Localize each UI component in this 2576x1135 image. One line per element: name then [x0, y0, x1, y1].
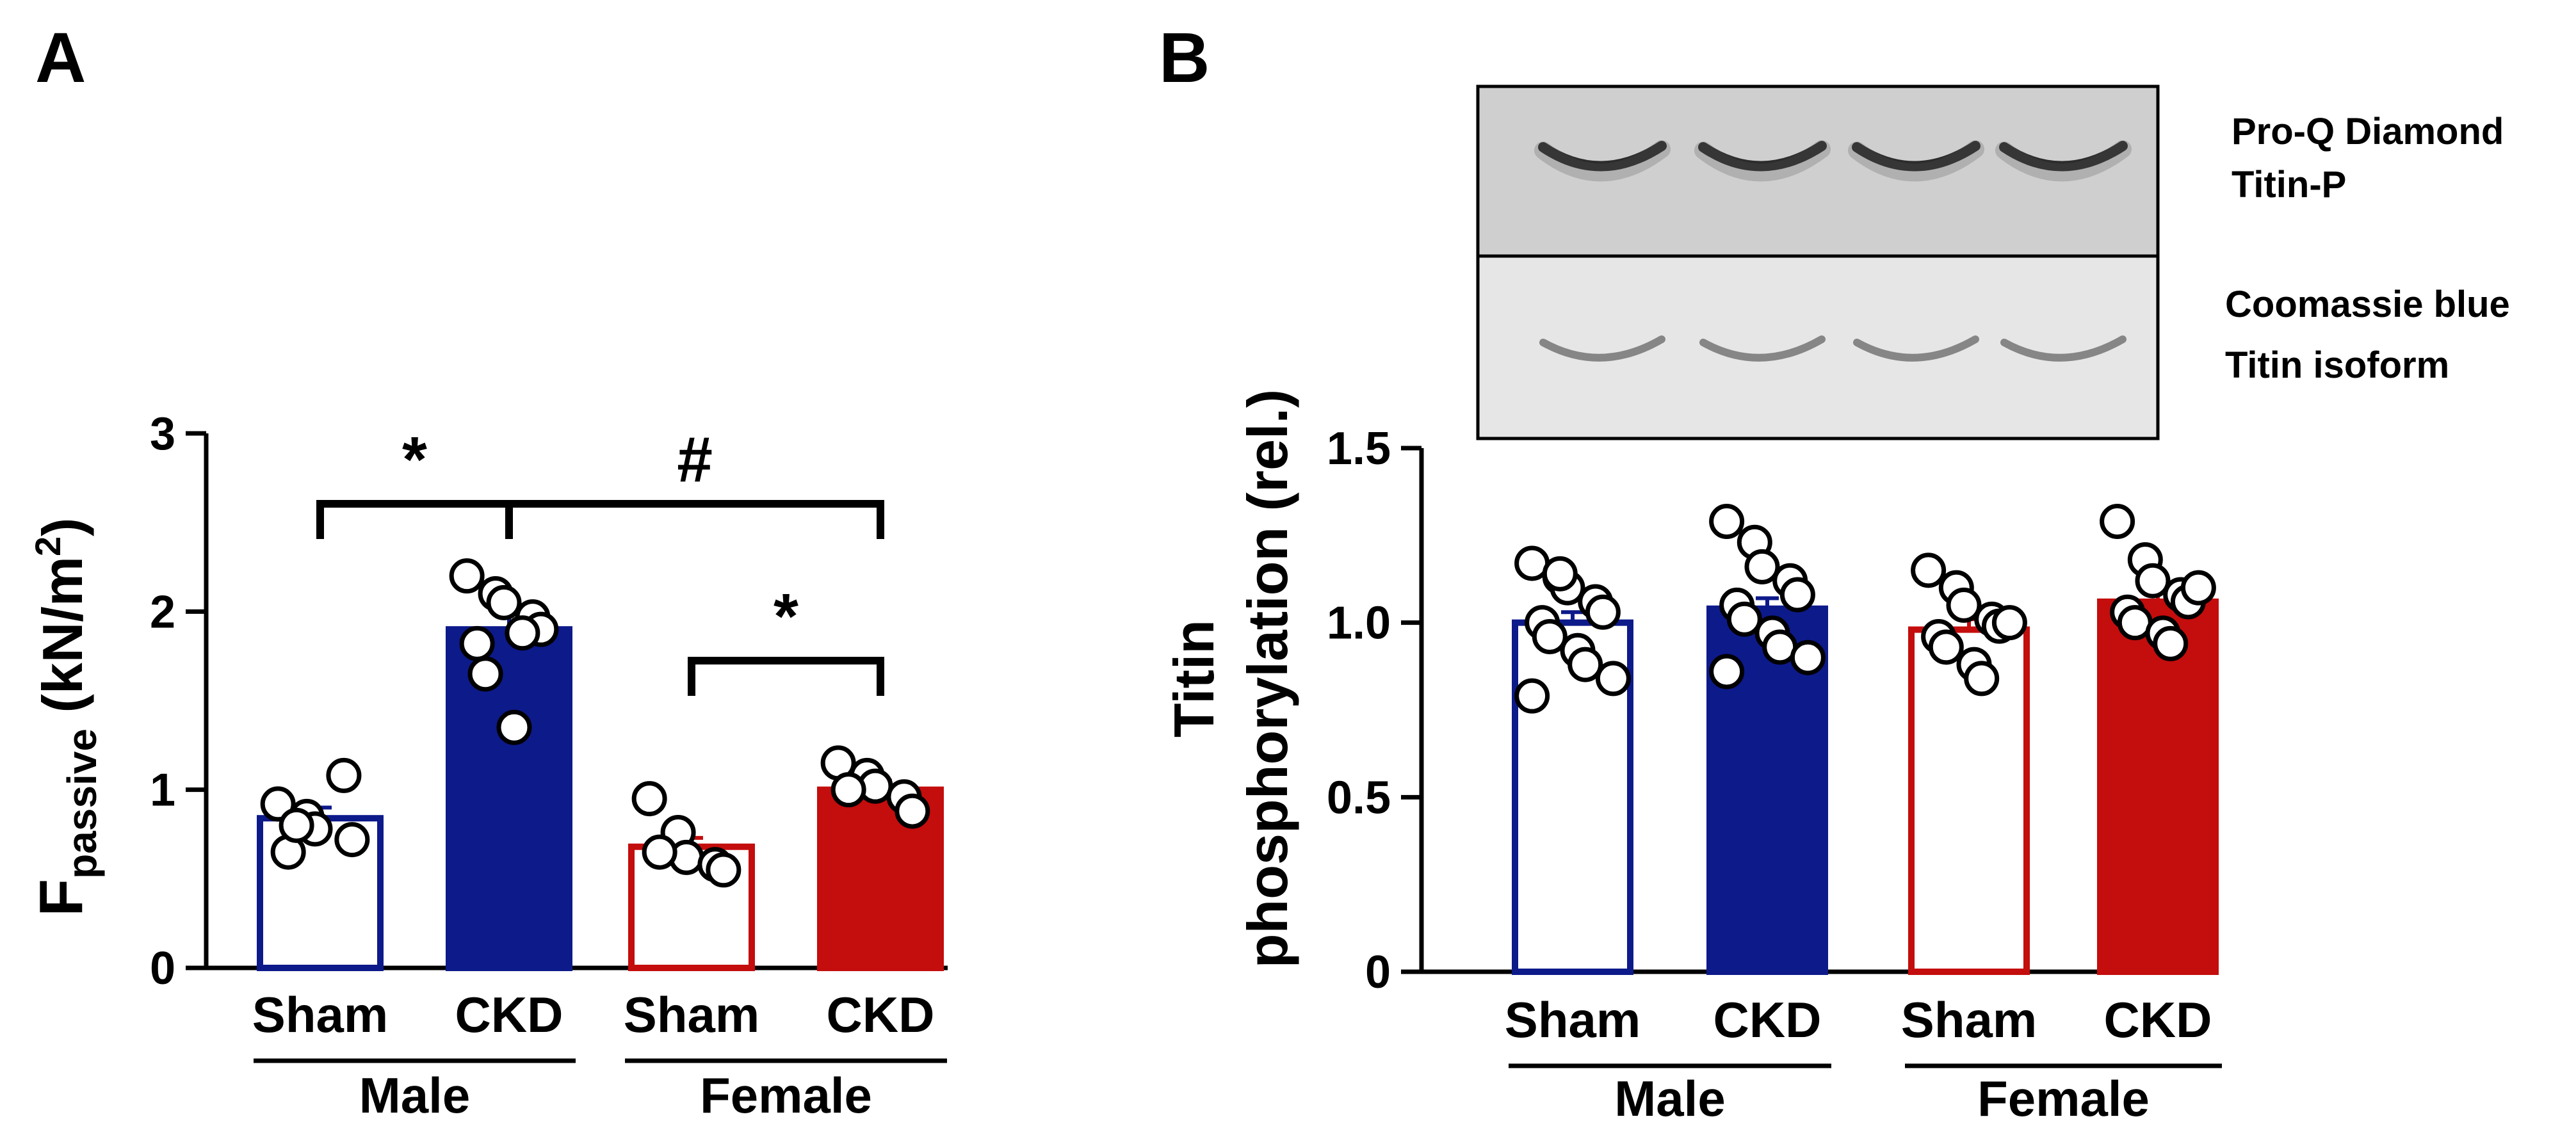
blot-label-proq-line2: Titin-P	[2232, 164, 2346, 205]
blot-label-coomassie-line2: Titin isoform	[2225, 344, 2449, 386]
panel-b-category-label-3: CKD	[2104, 992, 2212, 1048]
blot-band-proq-halo-1	[1694, 140, 1831, 182]
panel-b-y-tick-label: 0	[1365, 947, 1391, 998]
panel-a-point	[326, 757, 362, 793]
panel-a-sig-bracket-0	[316, 500, 513, 539]
panel-b-ylabel-line1: Titin	[1162, 620, 1226, 737]
panel-b-category-label-1: CKD	[1713, 992, 1822, 1048]
panel-a-point	[642, 834, 677, 870]
panel-a-bar-1	[446, 626, 572, 971]
panel-a-point	[505, 615, 540, 651]
panel-a-point	[449, 558, 485, 594]
panel-a-group-label-0: Male	[359, 1067, 470, 1123]
blot-band-proq-1	[1698, 141, 1827, 172]
panel-a-point	[631, 781, 667, 817]
panel-a-letter: A	[35, 19, 86, 97]
panel-b-point	[1911, 552, 1947, 588]
panel-b-point	[1595, 661, 1631, 696]
panel-a-category-label-2: Sham	[624, 986, 759, 1043]
panel-a-point	[486, 584, 522, 620]
panel-a-point	[706, 852, 741, 888]
blot-label-proq-line1: Pro-Q Diamond	[2232, 111, 2504, 152]
panel-b-point	[1514, 678, 1550, 714]
blot-band-proq-halo-0	[1534, 140, 1671, 182]
blot-band-coomassie-2	[1853, 335, 1979, 362]
panel-a-ylabel-unit-sup: 2	[28, 536, 68, 556]
panel-a-ylabel: Fpassive (kN/m2)	[27, 518, 105, 917]
panel-b-letter: B	[1159, 19, 1210, 97]
panel-b-point	[1542, 556, 1578, 592]
panel-a-point	[830, 772, 866, 808]
blot-row-coomassie	[1480, 257, 2156, 437]
panel-a-y-tick-label: 1	[150, 765, 175, 816]
panel-b-point	[2135, 563, 2171, 599]
panel-b-point	[1991, 605, 2027, 641]
panel-a-point	[459, 625, 495, 661]
panel-a-point	[334, 822, 370, 858]
panel-a-y-tick-label: 2	[150, 586, 175, 638]
panel-b-point	[1567, 647, 1603, 682]
panel-a-y-tick-label: 0	[150, 943, 175, 994]
blot-band-coomassie-1	[1699, 335, 1826, 362]
panel-b-point	[1532, 618, 1567, 654]
panel-b-point	[1585, 594, 1621, 630]
blot-band-proq-halo-2	[1848, 140, 1984, 182]
panel-b-group-label-0: Male	[1614, 1070, 1725, 1127]
panel-a-category-label-3: CKD	[827, 986, 935, 1043]
blot-band-coomassie-3	[2000, 335, 2126, 362]
panel-a-sig-label-0: *	[402, 424, 427, 495]
panel-b-point	[1726, 601, 1762, 637]
panel-a-chart: 0 1 2 3 Sham CKD Sham CKD Male Female * # *	[150, 408, 948, 1123]
panel-a-sig-bracket-1	[505, 500, 884, 539]
panel-b-point	[2180, 570, 2216, 606]
panel-a-ylabel-sub: passive	[59, 728, 105, 879]
panel-a-point	[467, 656, 503, 692]
panel-b-point	[1964, 661, 2000, 696]
panel-b-point	[1744, 549, 1780, 584]
panel-b-point	[1928, 629, 1964, 665]
panel-b-category-label-0: Sham	[1505, 992, 1640, 1048]
blot-label-coomassie-line1: Coomassie blue	[2225, 284, 2510, 325]
blot-row-pro-q	[1480, 88, 2156, 255]
panel-b-point	[1709, 504, 1745, 540]
panel-a-point	[279, 807, 314, 843]
panel-a-point	[496, 709, 532, 745]
panel-a-ylabel-unit-open: (kN/m	[31, 556, 94, 728]
panel-a-point	[895, 793, 930, 829]
blot-band-proq-0	[1538, 141, 1667, 172]
panel-a-sig-label-2: *	[774, 581, 798, 652]
panel-a-sig-label-1: #	[677, 424, 713, 495]
panel-a-sig-bracket-2	[688, 657, 884, 696]
blot-band-proq-3	[1999, 141, 2128, 172]
panel-a-y-tick-label: 3	[150, 408, 175, 460]
panel-b-point	[2153, 625, 2189, 661]
panel-b-group-label-1: Female	[1977, 1070, 2150, 1127]
panel-b-ylabel-line2: phosphorylation (rel.)	[1236, 389, 1299, 968]
panel-b-chart: 0 0.5 1.0 1.5 Sham CKD Sham CKD Male Female	[1327, 423, 2222, 1127]
panel-b-point	[1709, 654, 1745, 689]
panel-b-y-tick-label: 1.5	[1327, 423, 1391, 474]
panel-b-category-label-2: Sham	[1901, 992, 2037, 1048]
panel-a-group-label-1: Female	[700, 1067, 872, 1123]
panel-a-ylabel-main: F	[27, 879, 95, 917]
panel-b-point	[2100, 504, 2135, 540]
blot-band-proq-2	[1852, 141, 1981, 172]
panel-b-point	[1790, 640, 1826, 675]
blot-band-proq-halo-3	[1995, 140, 2132, 182]
western-blot	[1476, 85, 2160, 440]
panel-b-point	[1779, 577, 1815, 613]
panel-b-point	[1946, 587, 1982, 623]
panel-a-category-label-1: CKD	[455, 986, 563, 1043]
panel-b-y-tick-label: 0.5	[1327, 772, 1391, 823]
panel-b-y-tick-label: 1.0	[1327, 598, 1391, 649]
blot-band-coomassie-0	[1539, 335, 1665, 362]
panel-a-ylabel-unit-close: )	[31, 518, 94, 536]
panel-b-bar-3	[2097, 598, 2219, 975]
panel-a-category-label-0: Sham	[252, 986, 388, 1043]
